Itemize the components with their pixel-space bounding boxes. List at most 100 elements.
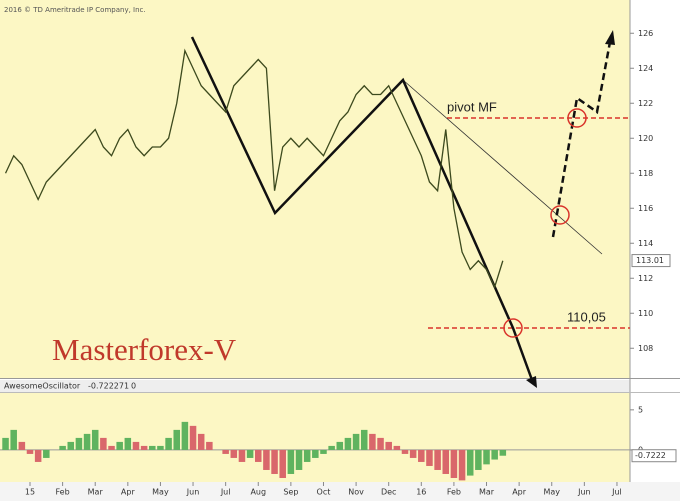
oscillator-bar [393, 445, 401, 450]
x-tick-label: Jul [220, 488, 231, 497]
oscillator-bar [426, 449, 433, 466]
oscillator-bar [409, 449, 417, 458]
oscillator-bar [116, 441, 123, 450]
y-tick-label: 118 [638, 169, 653, 178]
oscillator-bar [450, 449, 458, 478]
oscillator-bar [197, 433, 205, 450]
value-marker-label: -0.7222 [635, 451, 666, 460]
x-tick-label: 16 [416, 488, 426, 497]
indicator-name: AwesomeOscillator [4, 382, 81, 391]
x-tick-label: Nov [348, 488, 364, 497]
y-tick-label: 116 [638, 204, 653, 213]
oscillator-bar [18, 441, 26, 450]
y-tick-label: 126 [638, 29, 653, 38]
indicator-extra: 0 [131, 382, 136, 391]
indicator-header [0, 380, 630, 392]
marker-circle [503, 318, 523, 338]
oscillator-bar [434, 449, 441, 470]
oscillator-bar [173, 429, 180, 450]
oscillator-bar [442, 449, 450, 474]
oscillator-bar [26, 449, 34, 454]
oscillator-bar [312, 449, 319, 458]
trend-line [402, 79, 603, 255]
annotation: 110,05 [567, 309, 606, 324]
x-tick-label: Jun [186, 488, 200, 497]
y-tick-label: 120 [638, 134, 653, 143]
oscillator-bar [43, 449, 50, 458]
oscillator-bar [206, 441, 213, 450]
x-tick-label: Oct [317, 488, 331, 497]
oscillator-bar [189, 425, 197, 450]
oscillator-bar [320, 449, 327, 454]
oscillator-bar [475, 449, 482, 470]
oscillator-bar [246, 449, 254, 458]
forecast [551, 41, 612, 238]
oscillator-bar [10, 429, 17, 450]
oscillator-bar [140, 445, 148, 450]
oscillator-bar [59, 445, 66, 450]
price-marker-label: 113.01 [636, 256, 664, 265]
oscillator-bar [108, 445, 115, 450]
oscillator-bar [295, 449, 303, 470]
x-tick-label: May [543, 488, 560, 497]
x-tick-label: Jul [611, 488, 622, 497]
oscillator-bar [165, 437, 172, 450]
price-line [4, 48, 504, 289]
oscillator-bar [377, 437, 384, 450]
chart-title: Masterforex-V [52, 332, 237, 367]
oscillator-bar [328, 445, 335, 450]
oscillator-bar [157, 445, 164, 450]
oscillator-panel [0, 393, 630, 482]
oscillator-bar [287, 449, 295, 474]
x-tick-label: Apr [121, 488, 136, 497]
y-tick-label: 108 [638, 344, 653, 353]
oscillator-bar [230, 449, 238, 458]
oscillator-bar [34, 449, 42, 462]
marker-circle [550, 205, 570, 225]
y-tick-label: 114 [638, 239, 653, 248]
y-tick-label: 5 [638, 405, 643, 414]
x-tick-label: Aug [250, 488, 266, 497]
oscillator-bar [2, 437, 9, 450]
price-marker [631, 254, 671, 268]
oscillator-bar [303, 449, 311, 462]
oscillator-bar [238, 449, 246, 462]
x-tick-label: Mar [88, 488, 104, 497]
oscillator-bar [279, 449, 286, 478]
value-marker [631, 449, 677, 463]
x-tick-label: Feb [447, 488, 461, 497]
oscillator-bar [483, 449, 490, 465]
oscillator-bar [181, 421, 189, 450]
oscillator-bar [67, 441, 75, 450]
y-tick-label: 124 [638, 64, 653, 73]
oscillator-bar [352, 433, 360, 450]
indicator-value: -0.722271 [88, 382, 129, 391]
oscillator-bar [491, 449, 498, 460]
arrow-head [526, 376, 537, 388]
oscillator-bar [499, 449, 507, 456]
marker-circle [567, 108, 587, 128]
oscillator-bar [458, 449, 466, 481]
oscillator-bar [271, 449, 278, 474]
oscillator-bar [149, 445, 156, 450]
zigzag [190, 36, 534, 381]
oscillator-bar [336, 441, 344, 450]
x-tick-label: Dec [381, 488, 396, 497]
oscillator-bar [360, 429, 368, 450]
oscillator-bar [255, 449, 262, 462]
y-tick-label: 112 [638, 274, 653, 283]
x-axis-bar [0, 482, 680, 501]
y-tick-label: 110 [638, 309, 653, 318]
oscillator-bar [100, 437, 107, 450]
x-tick-label: Jun [577, 488, 591, 497]
oscillator-bar [466, 449, 474, 476]
oscillator-bar [132, 441, 140, 450]
oscillator-bar [75, 437, 83, 450]
oscillator-bar [124, 437, 132, 450]
x-tick-label: 15 [25, 488, 35, 497]
price-panel [0, 0, 630, 378]
oscillator-bar [344, 437, 352, 450]
oscillator-bar [369, 433, 376, 450]
x-tick-label: Sep [283, 488, 298, 497]
